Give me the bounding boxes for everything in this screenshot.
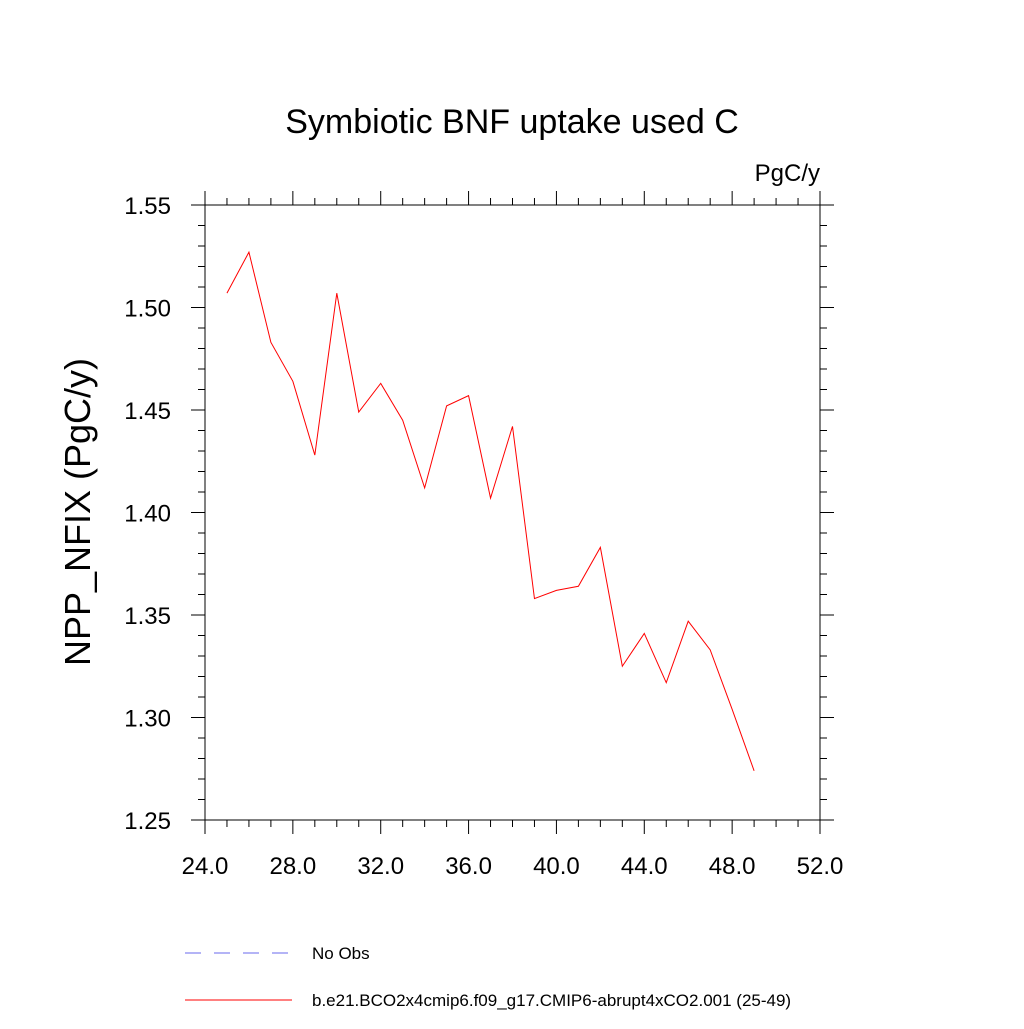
y-tick-label: 1.45: [124, 398, 171, 425]
axis-ticks: 24.0 28.0 32.0 36.0 40.0 44.0 48.0 52.0 1.25 1.30…: [124, 191, 843, 880]
x-tick-label: 28.0: [269, 853, 316, 880]
legend: No Obs b.e21.BCO2x4cmip6.f09_g17.CMIP6-a…: [185, 944, 791, 1010]
x-tick-label: 36.0: [445, 853, 492, 880]
y-tick-label: 1.35: [124, 603, 171, 630]
series-layer: [226, 250, 755, 771]
x-tick-label: 52.0: [797, 853, 844, 880]
y-axis-label: NPP_NFIX (PgC/y): [57, 358, 98, 666]
y-tick-label: 1.50: [124, 296, 171, 323]
plot-frame: [204, 204, 821, 821]
series-line: [226, 250, 755, 771]
y-tick-label: 1.30: [124, 706, 171, 733]
y-tick-label: 1.25: [124, 808, 171, 835]
x-tick-label: 44.0: [621, 853, 668, 880]
legend-label-no-obs: No Obs: [312, 944, 370, 963]
y-tick-label: 1.55: [124, 193, 171, 220]
y-tick-label: 1.40: [124, 501, 171, 528]
x-tick-label: 48.0: [709, 853, 756, 880]
x-tick-label: 32.0: [357, 853, 404, 880]
chart-title: Symbiotic BNF uptake used C: [285, 103, 739, 141]
x-tick-label: 24.0: [182, 853, 229, 880]
x-tick-label: 40.0: [533, 853, 580, 880]
units-label: PgC/y: [755, 160, 820, 187]
legend-label-model-run: b.e21.BCO2x4cmip6.f09_g17.CMIP6-abrupt4x…: [312, 991, 791, 1010]
